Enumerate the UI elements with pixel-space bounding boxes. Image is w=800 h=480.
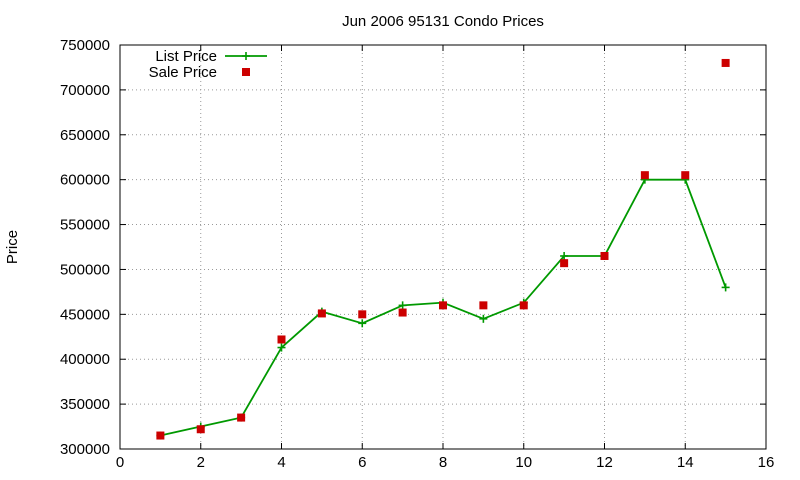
x-tick-label: 4	[277, 454, 285, 471]
sale-price-point	[479, 301, 488, 310]
sale-price-point	[721, 58, 730, 67]
list-price-point	[479, 314, 488, 323]
sale-price-point	[439, 301, 447, 310]
sale-price-point	[600, 251, 609, 260]
y-axis-label: Price	[4, 230, 21, 264]
x-tick-label: 10	[515, 454, 532, 471]
y-tick-label: 550000	[60, 217, 110, 234]
sale-price-point	[681, 171, 690, 180]
sale-price-point	[317, 309, 326, 318]
sale-price-point	[398, 308, 407, 317]
list-price-point	[398, 301, 407, 310]
chart-title: Jun 2006 95131 Condo Prices	[342, 13, 544, 30]
x-tick-label: 6	[358, 454, 366, 471]
sale-price-point	[640, 171, 649, 180]
series	[156, 58, 730, 440]
sale-price-point	[519, 301, 528, 310]
axes: 0 2 4 6 8 10 12 14 16 300000 350000 400000 450000 500…	[60, 37, 774, 471]
legend-label-list-price: List Price	[155, 48, 217, 65]
y-tick-label: 750000	[60, 37, 110, 54]
list-price-point	[358, 319, 367, 328]
x-tick-label: 8	[439, 454, 447, 471]
list-price-point	[560, 251, 569, 260]
legend-marker-list-price	[242, 52, 250, 60]
sale-price-point	[156, 431, 165, 440]
y-tick-label: 350000	[60, 396, 110, 413]
y-tick-label: 600000	[60, 172, 110, 189]
y-tick-label: 650000	[60, 127, 110, 144]
y-tick-label: 500000	[60, 261, 110, 278]
grid	[120, 45, 766, 449]
y-tick-label: 700000	[60, 82, 110, 99]
y-tick-label: 450000	[60, 306, 110, 323]
legend-label-sale-price: Sale Price	[149, 64, 217, 81]
y-tick-label: 400000	[60, 351, 110, 368]
sale-price-point	[358, 310, 367, 319]
sale-price-point	[560, 259, 569, 268]
sale-price-point	[277, 335, 286, 344]
x-tick-label: 0	[116, 454, 124, 471]
list-price-point	[721, 283, 730, 292]
legend-marker-sale-price	[242, 68, 250, 76]
x-tick-label: 16	[758, 454, 775, 471]
x-tick-label: 12	[596, 454, 613, 471]
sale-price-point	[196, 425, 205, 434]
y-tick-label: 300000	[60, 441, 110, 458]
x-tick-label: 2	[197, 454, 205, 471]
legend: List Price Sale Price	[149, 48, 267, 81]
list-price-point	[277, 343, 286, 352]
x-tick-label: 14	[677, 454, 694, 471]
sale-price-point	[237, 413, 246, 422]
